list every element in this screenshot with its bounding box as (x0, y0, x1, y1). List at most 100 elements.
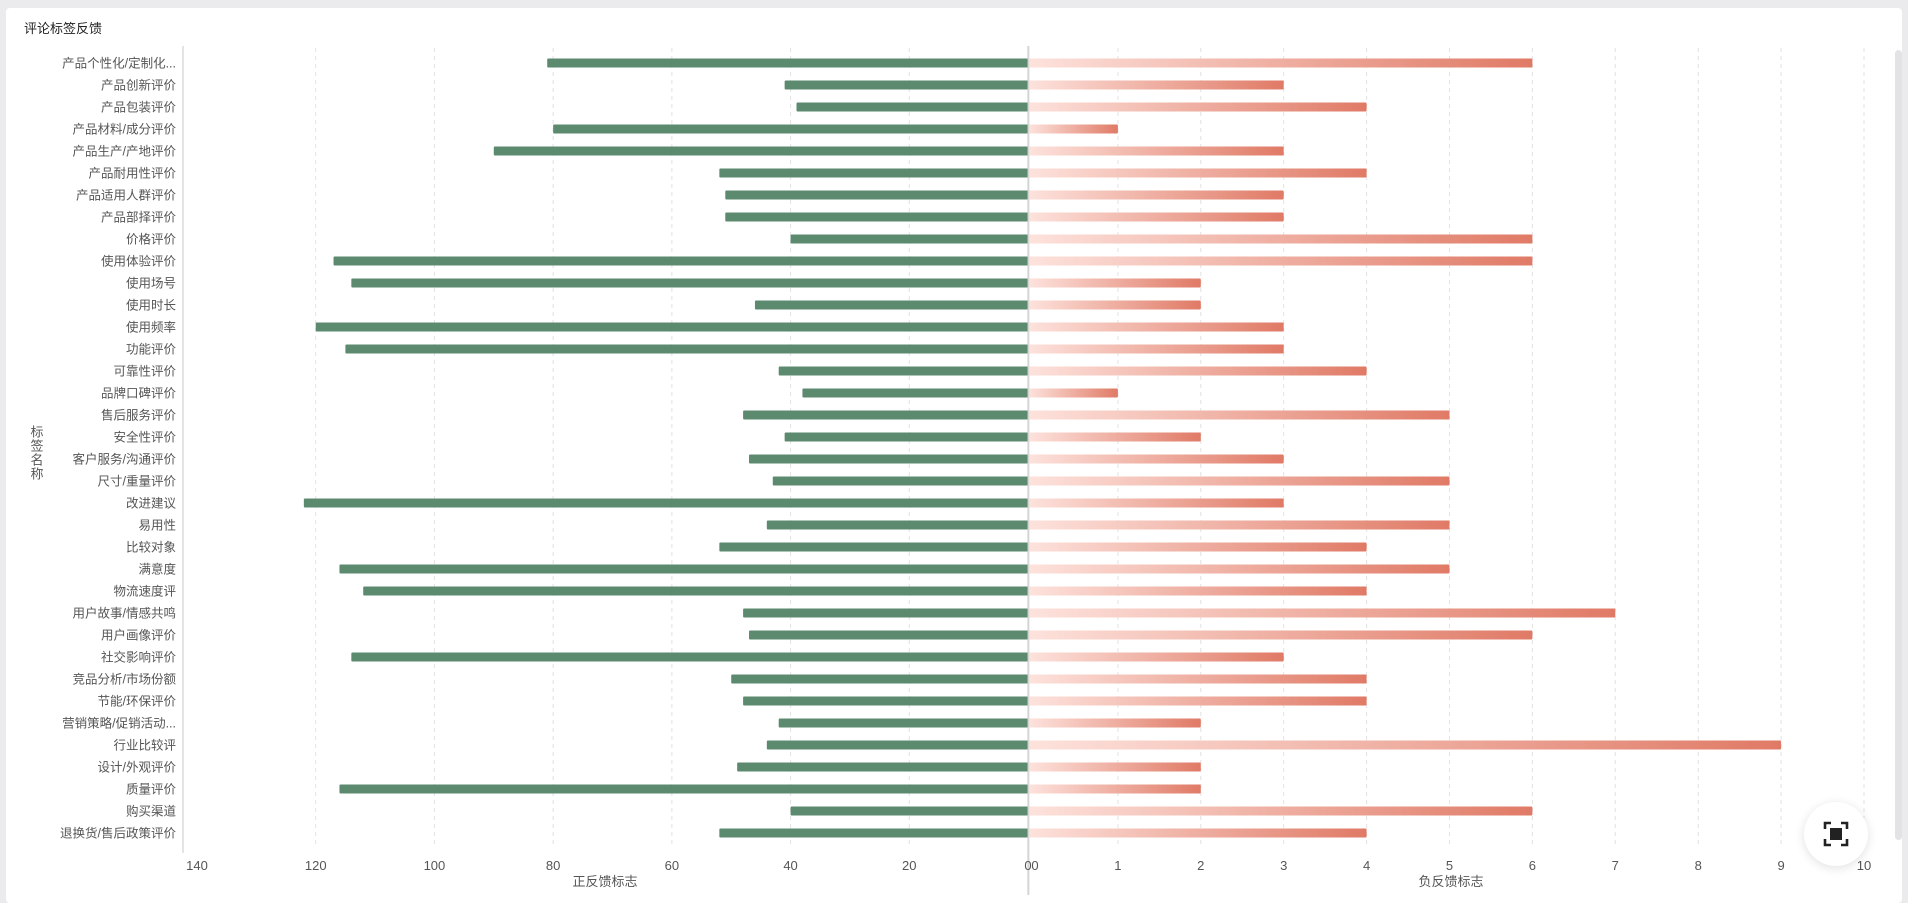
x-tick-label-left: 40 (783, 858, 797, 873)
bar-negative (1029, 630, 1533, 640)
bar-negative (1029, 784, 1201, 794)
bar-positive (737, 762, 1028, 772)
x-tick-label-right: 4 (1363, 858, 1370, 873)
bar-negative (1029, 256, 1533, 266)
x-tick-label-right: 0 (1031, 858, 1038, 873)
category-label: 用户故事/情感共鸣 (73, 606, 176, 621)
bar-negative (1029, 190, 1284, 200)
bar-negative (1029, 212, 1284, 222)
x-tick-label-left: 60 (665, 858, 679, 873)
x-tick-label-right: 8 (1695, 858, 1702, 873)
bar-positive (743, 410, 1028, 420)
bar-positive (351, 278, 1028, 288)
bar-positive (303, 498, 1028, 508)
category-label: 产品材料/成分评价 (73, 123, 177, 137)
bar-positive (339, 564, 1028, 574)
bar-positive (749, 630, 1028, 640)
x-tick-label-right: 1 (1114, 858, 1121, 873)
bar-positive (778, 718, 1028, 728)
bar-negative (1029, 124, 1118, 134)
bar-positive (719, 828, 1028, 838)
x-tick-label-right: 6 (1529, 858, 1536, 873)
bar-positive (790, 806, 1028, 816)
bar-negative (1029, 322, 1284, 332)
category-label: 价格评价 (126, 232, 177, 247)
bar-negative (1029, 234, 1533, 244)
category-label: 使用时长 (126, 298, 177, 313)
x-tick-label-right: 7 (1612, 858, 1619, 873)
category-label: 产品包装评价 (101, 101, 177, 115)
bar-negative (1029, 718, 1201, 728)
x-tick-label-left: 100 (424, 858, 446, 873)
category-label: 质量评价 (126, 783, 177, 797)
category-label: 产品适用人群评价 (76, 189, 177, 203)
bar-positive (796, 102, 1028, 112)
category-label: 产品创新评价 (101, 78, 177, 93)
bar-negative (1029, 58, 1533, 68)
bar-positive (719, 542, 1028, 552)
bar-negative (1029, 564, 1450, 574)
bar-positive (315, 322, 1028, 332)
bar-positive (339, 784, 1028, 794)
bar-positive (784, 80, 1028, 90)
category-label: 节能/环保评价 (98, 695, 177, 709)
bar-negative (1029, 410, 1450, 420)
axes (182, 46, 1030, 895)
bar-positive (547, 58, 1028, 68)
y-axis-title: 标签名称 (29, 425, 44, 481)
x-tick-label-right: 2 (1197, 858, 1204, 873)
grid (315, 48, 1865, 848)
bar-negative (1029, 146, 1284, 156)
category-label: 可靠性评价 (113, 365, 176, 379)
bar-positive (553, 124, 1028, 134)
x-axis-title-negative: 负反馈标志 (1418, 874, 1483, 889)
bar-negative (1029, 432, 1201, 442)
x-tick-label-left: 20 (902, 858, 916, 873)
bar-negative (1029, 762, 1201, 772)
category-label: 比较对象 (126, 540, 176, 555)
fullscreen-button[interactable] (1804, 802, 1868, 866)
x-tick-label-right: 10 (1857, 858, 1871, 873)
bar-positive (772, 476, 1028, 486)
bar-positive (766, 740, 1028, 750)
vertical-scrollbar[interactable] (1895, 50, 1902, 840)
category-label: 改进建议 (126, 497, 177, 511)
category-label: 产品部择评价 (101, 210, 177, 225)
x-tick-label-left: 0 (1024, 858, 1031, 873)
category-label: 安全性评价 (113, 430, 176, 445)
category-label: 物流速度评 (113, 584, 176, 599)
category-label: 售后服务评价 (101, 408, 177, 423)
category-label: 营销策略/促销活动... (62, 716, 176, 731)
bars (303, 58, 1782, 838)
category-label: 使用体验评价 (101, 254, 177, 269)
bar-negative (1029, 388, 1118, 398)
bar-negative (1029, 476, 1450, 486)
labels: 140 120 100 80 60 40 20 0 0 1 2 3 4 5 6 7 8 9 10 产品个性化/定制化.… (29, 56, 1872, 890)
bar-negative (1029, 520, 1450, 530)
bar-negative (1029, 696, 1367, 706)
bar-positive (345, 344, 1029, 354)
category-label: 用户画像评价 (101, 628, 177, 643)
card-title: 评论标签反馈 (24, 21, 103, 36)
bar-positive (743, 696, 1028, 706)
category-label: 竞品分析/市场份额 (73, 672, 177, 687)
x-tick-label-left: 120 (305, 858, 327, 873)
bar-negative (1029, 608, 1616, 618)
bar-positive (725, 212, 1028, 222)
category-label: 易用性 (138, 519, 176, 533)
bar-negative (1029, 806, 1533, 816)
bar-negative (1029, 828, 1367, 838)
bar-negative (1029, 366, 1367, 376)
bar-positive (749, 454, 1028, 464)
x-tick-label-right: 5 (1446, 858, 1453, 873)
bar-negative (1029, 498, 1284, 508)
category-label: 产品耐用性评价 (88, 167, 176, 181)
bar-negative (1029, 740, 1782, 750)
category-label: 产品个性化/定制化... (62, 56, 176, 71)
x-axis-title-positive: 正反馈标志 (572, 874, 637, 889)
bar-positive (743, 608, 1028, 618)
category-label: 产品生产/产地评价 (73, 145, 177, 159)
category-label: 客户服务/沟通评价 (73, 452, 177, 467)
bar-positive (731, 674, 1028, 684)
